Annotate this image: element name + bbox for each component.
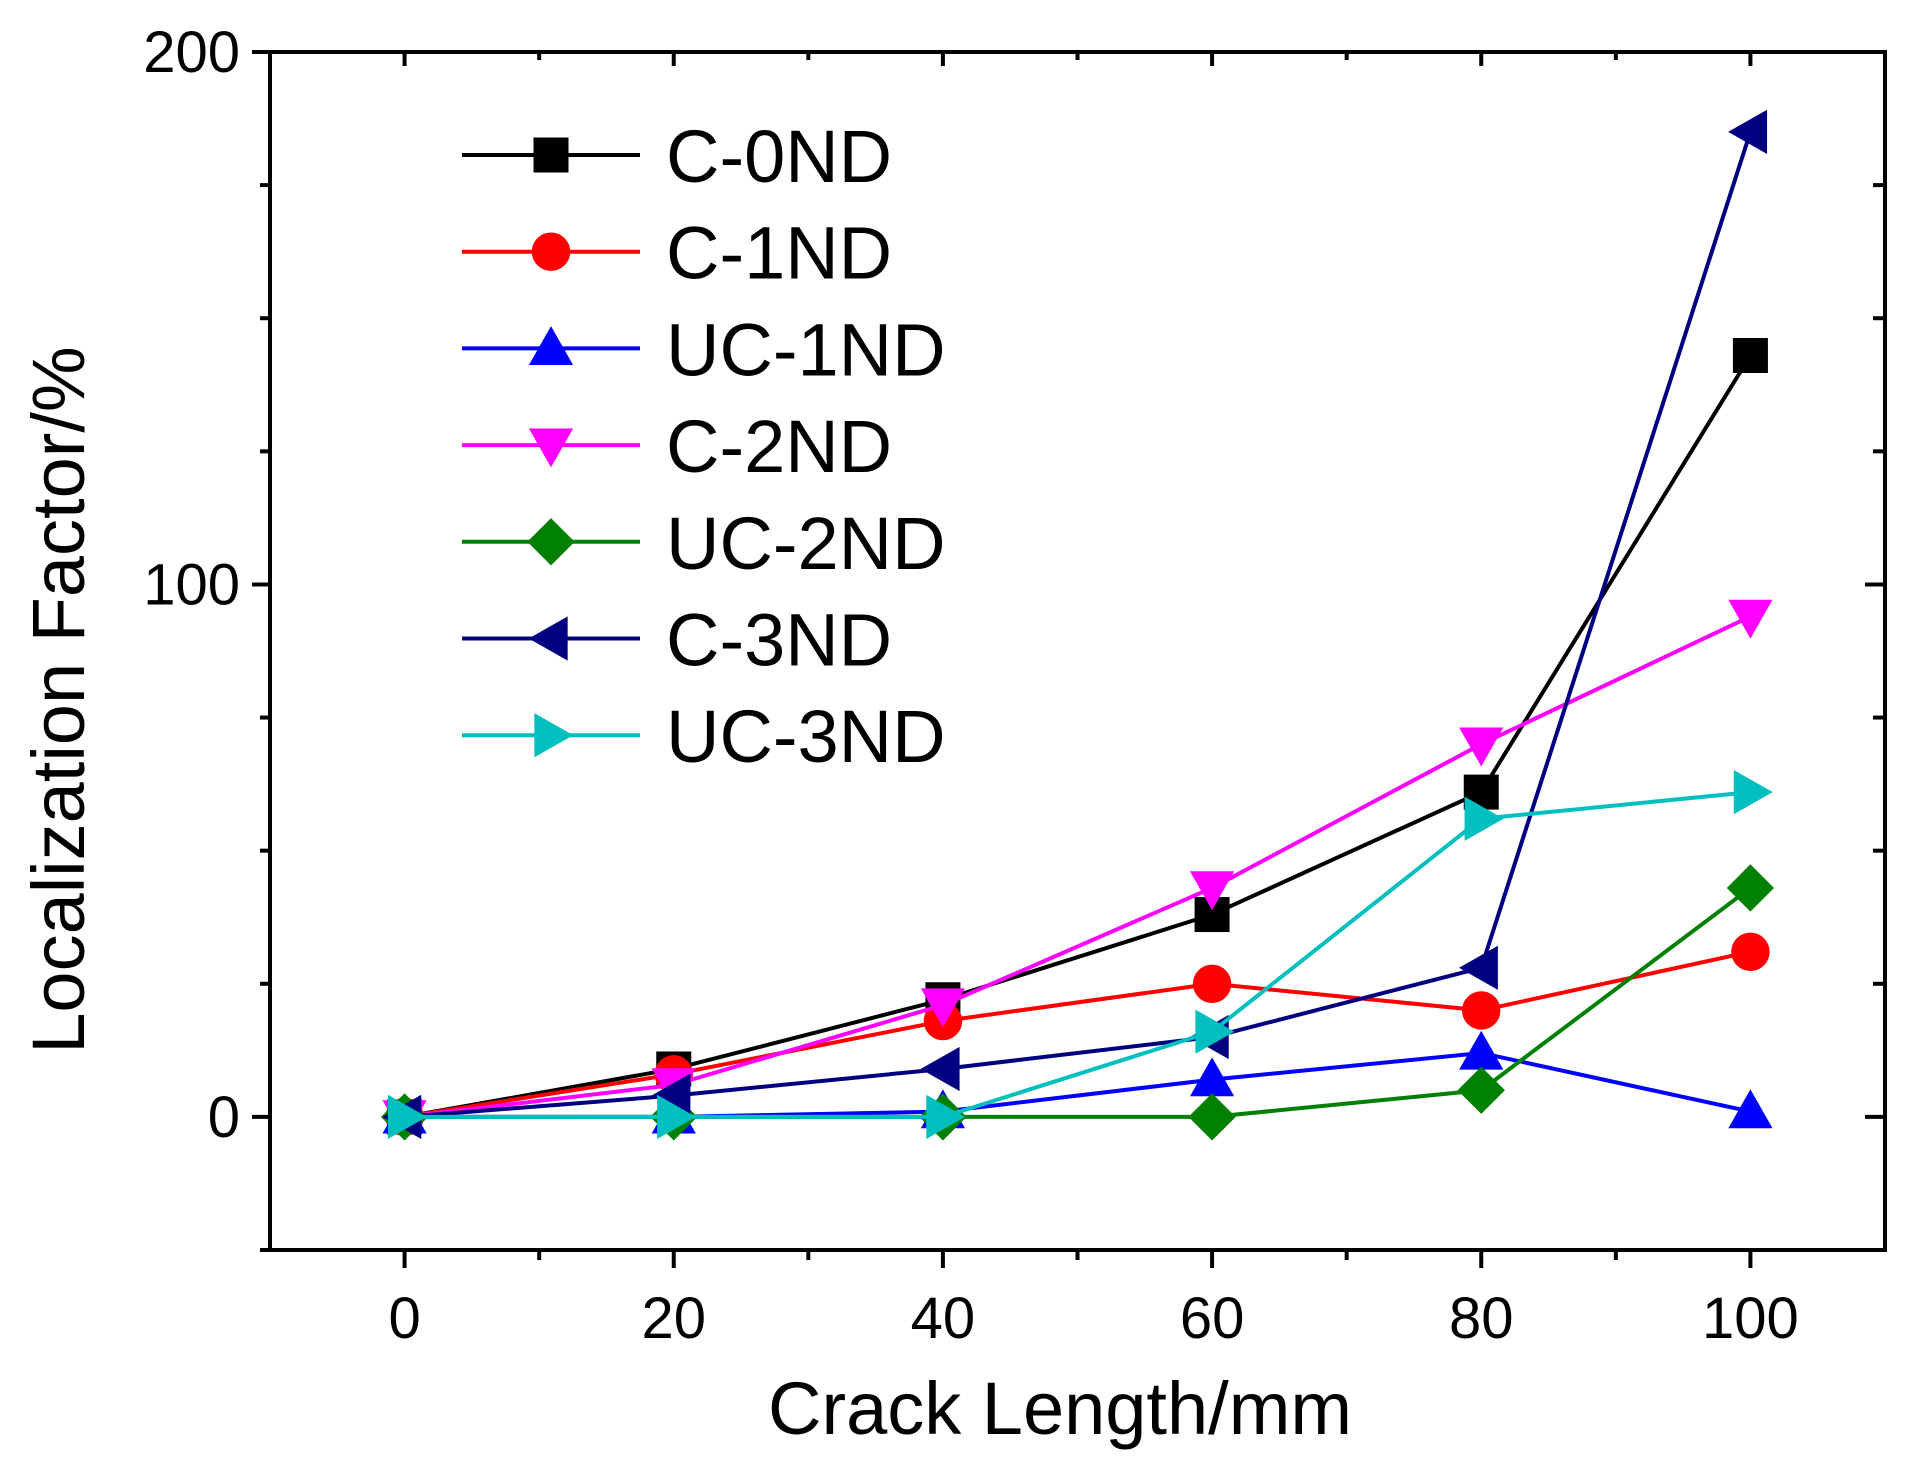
data-point (1463, 774, 1499, 810)
x-tick-label: 20 (641, 1286, 706, 1351)
data-point (1726, 864, 1775, 912)
x-tick-label: 100 (1702, 1286, 1799, 1351)
y-tick-label: 100 (143, 552, 240, 617)
x-axis: 0 20 40 60 80 100 (388, 52, 1799, 1351)
legend-marker (528, 616, 568, 661)
data-point (1458, 945, 1498, 990)
legend-label: UC-3ND (666, 695, 946, 778)
series-line (404, 949, 1751, 1119)
legend-item: UC-1ND (462, 308, 946, 391)
data-point (920, 1046, 960, 1092)
series-line (404, 614, 1752, 1119)
data-point (1733, 769, 1773, 815)
data-point (1459, 727, 1504, 767)
data-point (1195, 1009, 1235, 1054)
x-tick-label: 40 (911, 1286, 976, 1351)
legend-label: C-0ND (666, 115, 892, 198)
x-tick-label: 0 (388, 1286, 420, 1351)
data-point (1189, 871, 1235, 911)
x-tick-label: 60 (1180, 1286, 1245, 1351)
data-point (1464, 796, 1504, 841)
legend-item: UC-3ND (462, 695, 946, 778)
series-line (404, 131, 1753, 1119)
legend-item: C-1ND (462, 212, 892, 295)
data-point (1728, 109, 1768, 154)
legend-label: UC-1ND (666, 308, 946, 391)
legend-item: C-2ND (462, 405, 892, 488)
data-point (1457, 1066, 1505, 1114)
series-layer (380, 109, 1775, 1141)
data-point (926, 1094, 966, 1139)
legend-item: UC-2ND (462, 502, 946, 585)
y-axis-title: Localization Factor/% (17, 346, 100, 1053)
data-point (1728, 1089, 1773, 1129)
data-point (1194, 897, 1230, 933)
legend-marker (528, 326, 574, 366)
data-point (1731, 932, 1770, 972)
data-point (1188, 1093, 1236, 1141)
x-axis-title: Crack Length/mm (768, 1367, 1352, 1450)
series-line (404, 790, 1751, 1119)
y-tick-label: 0 (208, 1085, 240, 1150)
legend: C-0ND C-1ND UC-1ND C-2ND UC-2ND C-3ND UC-3ND (462, 115, 946, 778)
data-point (1732, 337, 1768, 373)
series-uc-3nd (387, 769, 1773, 1139)
legend-label: UC-2ND (666, 502, 946, 585)
legend-marker (527, 518, 575, 566)
legend-marker (528, 428, 574, 468)
legend-label: C-2ND (666, 405, 892, 488)
data-point (920, 988, 966, 1028)
legend-marker (534, 713, 574, 758)
data-point (387, 1094, 427, 1139)
legend-item: C-0ND (462, 115, 892, 198)
legend-item: C-3ND (462, 599, 892, 682)
x-tick-label: 80 (1449, 1286, 1514, 1351)
data-point (1462, 991, 1501, 1030)
legend-label: C-3ND (666, 599, 892, 682)
data-point (657, 1094, 697, 1139)
legend-marker (533, 137, 569, 173)
series-line (404, 354, 1753, 1119)
data-point (1728, 599, 1773, 639)
data-point (1192, 964, 1232, 1003)
legend-marker (531, 232, 571, 271)
y-tick-label: 200 (143, 20, 240, 85)
y-axis: 0 100 200 (143, 20, 1885, 1252)
legend-label: C-1ND (666, 212, 892, 295)
